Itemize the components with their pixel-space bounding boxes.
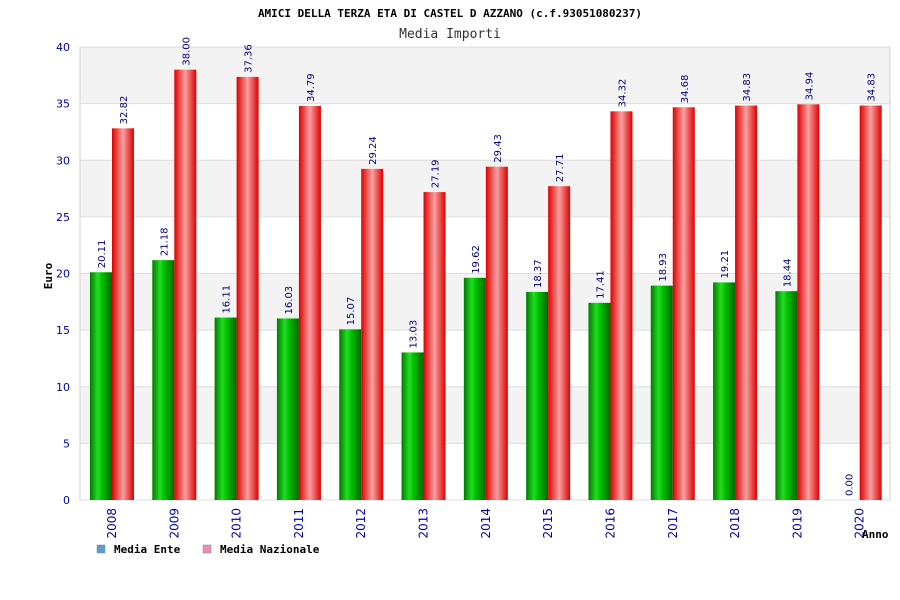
x-axis-label: Anno — [862, 528, 889, 541]
y-axis-label: Euro — [42, 262, 55, 289]
data-label-media-ente-2019: 18.44 — [782, 259, 793, 288]
legend-swatch-media-ente — [96, 544, 106, 554]
data-label-media-nazionale-2020: 34.83 — [867, 73, 878, 102]
bar-media-ente-2013 — [401, 352, 424, 500]
plot-band — [80, 216, 890, 274]
bar-media-nazionale-2015 — [548, 186, 571, 500]
data-label-media-nazionale-2016: 34.32 — [617, 79, 628, 108]
chart-title: AMICI DELLA TERZA ETA DI CASTEL D AZZANO… — [258, 7, 642, 20]
data-label-media-nazionale-2015: 27.71 — [555, 154, 566, 183]
data-label-media-ente-2014: 19.62 — [471, 245, 482, 274]
x-axis-ticks: 2008 2009 2010 2011 2012 2013 2014 2015 2016 2017… — [105, 508, 867, 539]
bar-media-ente-2011 — [276, 318, 299, 500]
y-axis-ticks: 0 5 10 15 20 25 30 35 40 — [56, 41, 70, 507]
y-tick-label: 0 — [63, 494, 70, 507]
x-tick-label-2011: 2011 — [292, 508, 306, 539]
chart-subtitle: Media Importi — [399, 27, 501, 42]
bar-media-ente-2008 — [90, 272, 112, 500]
data-label-media-nazionale-2014: 29.43 — [493, 134, 504, 163]
legend-label-media-ente: Media Ente — [114, 543, 181, 556]
data-label-media-ente-2010: 16.11 — [222, 285, 233, 314]
x-tick-label-2020: 2020 — [853, 508, 867, 539]
y-tick-label: 25 — [56, 211, 70, 224]
bar-media-ente-2012 — [339, 329, 362, 500]
bar-media-nazionale-2020 — [859, 105, 882, 501]
data-label-media-nazionale-2010: 37.36 — [244, 44, 255, 73]
data-label-media-ente-2018: 19.21 — [720, 250, 731, 279]
bar-media-ente-2019 — [775, 291, 798, 500]
plot-band — [80, 103, 890, 161]
bar-media-nazionale-2013 — [423, 192, 446, 501]
data-label-media-ente-2011: 16.03 — [284, 286, 295, 315]
data-label-media-ente-2020: 0.00 — [845, 474, 856, 496]
y-tick-label: 40 — [56, 41, 70, 54]
data-label-media-ente-2009: 21.18 — [159, 227, 170, 256]
bar-media-nazionale-2019 — [797, 104, 820, 500]
y-tick-label: 35 — [56, 98, 70, 111]
bar-media-nazionale-2011 — [298, 106, 321, 501]
data-label-media-nazionale-2011: 34.79 — [306, 73, 317, 102]
legend: Media Ente Media Nazionale — [96, 543, 320, 556]
data-label-media-nazionale-2012: 29.24 — [368, 136, 379, 165]
bar-media-nazionale-2010 — [236, 76, 259, 500]
bar-media-ente-2015 — [526, 291, 549, 500]
plot-band — [80, 160, 890, 217]
data-label-media-ente-2012: 15.07 — [346, 297, 357, 326]
x-tick-label-2017: 2017 — [666, 508, 680, 539]
x-tick-label-2009: 2009 — [167, 508, 181, 539]
data-label-media-nazionale-2019: 34.94 — [804, 72, 815, 101]
bar-media-nazionale-2009 — [174, 69, 197, 501]
bars: 20.11 32.82 21.18 38.00 16.11 37.36 16.03 34.79… — [90, 37, 882, 501]
legend-swatch-media-nazionale — [202, 544, 212, 554]
data-label-media-nazionale-2018: 34.83 — [742, 73, 753, 102]
x-tick-label-2008: 2008 — [105, 508, 119, 539]
x-tick-label-2012: 2012 — [354, 508, 368, 539]
bar-media-nazionale-2012 — [361, 168, 384, 500]
x-tick-label-2015: 2015 — [541, 508, 555, 539]
data-label-media-nazionale-2008: 32.82 — [119, 96, 130, 125]
bar-media-nazionale-2017 — [672, 107, 695, 501]
y-tick-label: 5 — [63, 437, 70, 450]
data-label-media-nazionale-2013: 27.19 — [431, 159, 442, 188]
x-tick-label-2019: 2019 — [790, 508, 804, 539]
bar-media-ente-2017 — [650, 285, 673, 500]
legend-label-media-nazionale: Media Nazionale — [220, 543, 320, 556]
bar-media-ente-2009 — [152, 260, 175, 500]
bar-media-nazionale-2014 — [485, 166, 508, 500]
bar-media-ente-2014 — [463, 277, 486, 500]
bar-media-ente-2010 — [214, 317, 237, 500]
bar-media-ente-2018 — [713, 282, 736, 500]
data-label-media-nazionale-2009: 38.00 — [181, 37, 192, 66]
y-tick-label: 10 — [56, 381, 70, 394]
data-label-media-ente-2008: 20.11 — [97, 240, 108, 269]
x-tick-label-2014: 2014 — [479, 508, 493, 539]
bar-media-nazionale-2008 — [112, 128, 134, 500]
x-tick-label-2010: 2010 — [230, 508, 244, 539]
bar-media-nazionale-2016 — [610, 111, 633, 501]
y-tick-label: 15 — [56, 324, 70, 337]
bar-media-ente-2016 — [588, 302, 611, 500]
data-label-media-ente-2017: 18.93 — [658, 253, 669, 282]
plot-band — [80, 47, 890, 104]
data-label-media-ente-2016: 17.41 — [595, 270, 606, 299]
x-tick-label-2018: 2018 — [728, 508, 742, 539]
x-tick-label-2016: 2016 — [603, 508, 617, 539]
data-label-media-ente-2015: 18.37 — [533, 259, 544, 288]
y-tick-label: 20 — [56, 268, 70, 281]
data-label-media-nazionale-2017: 34.68 — [680, 75, 691, 104]
bar-media-nazionale-2018 — [735, 105, 758, 501]
y-tick-label: 30 — [56, 154, 70, 167]
x-tick-label-2013: 2013 — [417, 508, 431, 539]
data-label-media-ente-2013: 13.03 — [409, 320, 420, 349]
